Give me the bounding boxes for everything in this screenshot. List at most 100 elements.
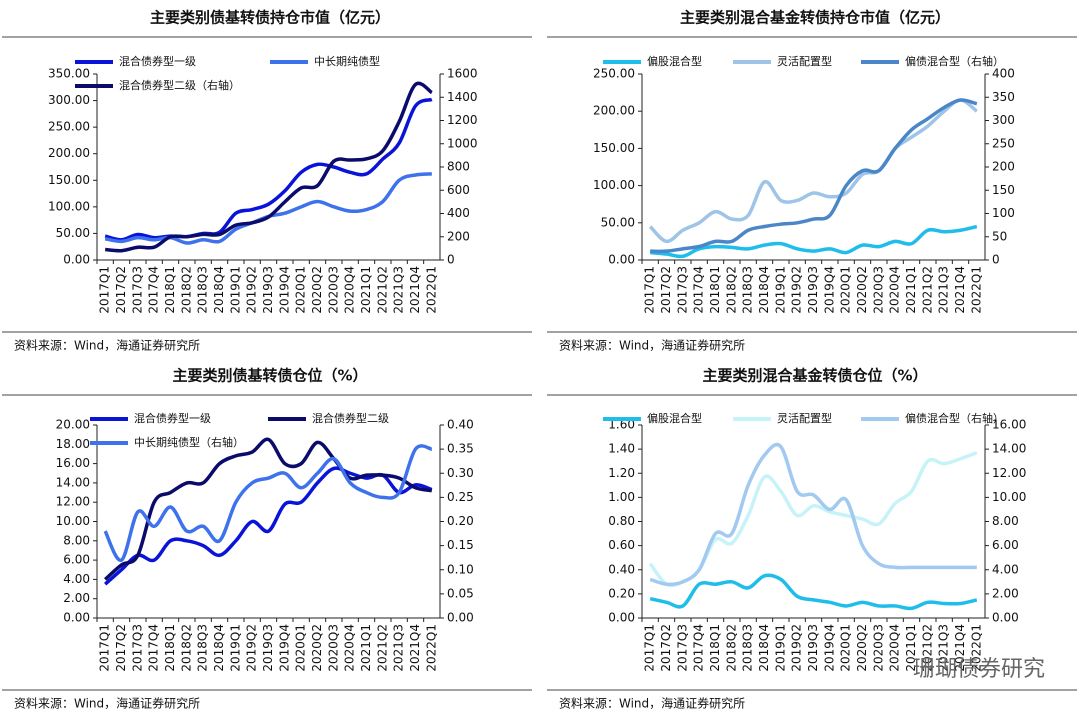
y-tick-label: 600 [447, 183, 470, 197]
watermark: 珊瑚债券研究 [913, 657, 1045, 682]
y-tick-label: 250.00 [593, 67, 635, 81]
x-tick-label: 2019Q3 [261, 266, 275, 314]
y-tick-label: 0.80 [608, 514, 635, 528]
series-line [648, 451, 978, 588]
y-tick-label: 0.00 [608, 611, 635, 625]
y-tick-label: 0.00 [63, 611, 90, 625]
chart-panel: 主要类别债基转债仓位（%） 资料来源：Wind，海通证券研究所 0.00 2.00 4.… [2, 367, 532, 711]
x-tick-label: 2019Q4 [277, 266, 291, 314]
y-tick-label: 1000 [447, 136, 478, 150]
x-tick-label: 2019Q2 [245, 266, 259, 314]
x-tick-label: 2017Q2 [114, 266, 128, 314]
x-tick-label: 2018Q4 [212, 266, 226, 314]
x-tick-label: 2020Q1 [294, 266, 308, 314]
x-tick-label: 2017Q1 [643, 624, 657, 672]
legend-label: 灵活配置型 [777, 411, 832, 425]
series-line [649, 442, 977, 587]
legend-label: 混合债券型一级 [134, 411, 211, 425]
y-tick-label: 100.00 [48, 199, 90, 213]
y-tick-label: 6.00 [63, 553, 90, 567]
x-tick-label: 2020Q2 [310, 624, 324, 672]
y-tick-label: 18.00 [56, 437, 90, 451]
x-tick-label: 2021Q3 [937, 624, 951, 672]
y-tick-label: 100 [992, 206, 1015, 220]
x-tick-label: 2017Q4 [692, 266, 706, 314]
x-tick-label: 2020Q3 [871, 624, 885, 672]
y-tick-label: 16.00 [56, 456, 90, 470]
legend-label: 混合债券型一级 [119, 54, 196, 68]
x-tick-label: 2020Q1 [294, 624, 308, 672]
x-tick-label: 2018Q3 [741, 266, 755, 314]
y-tick-label: 0.15 [447, 538, 474, 552]
x-tick-label: 2018Q2 [724, 624, 738, 672]
x-tick-label: 2021Q1 [904, 266, 918, 314]
x-tick-label: 2018Q1 [163, 624, 177, 672]
x-tick-label: 2020Q3 [326, 624, 340, 672]
x-tick-label: 2019Q1 [773, 624, 787, 672]
x-tick-label: 2017Q3 [675, 624, 689, 672]
y-tick-label: 400 [447, 206, 470, 220]
x-tick-label: 2019Q4 [822, 266, 836, 314]
series-line [650, 224, 978, 259]
y-tick-label: 150.00 [593, 141, 635, 155]
legend-label: 偏债混合型（右轴） [905, 411, 1004, 425]
x-tick-label: 2021Q3 [392, 624, 406, 672]
x-tick-label: 2018Q1 [163, 266, 177, 314]
source-note: 资料来源：Wind，海通证券研究所 [559, 338, 745, 353]
x-tick-label: 2017Q2 [114, 624, 128, 672]
x-tick-label: 2017Q1 [98, 266, 112, 314]
x-tick-label: 2018Q3 [196, 266, 210, 314]
x-tick-label: 2019Q3 [261, 624, 275, 672]
x-tick-label: 2022Q1 [969, 266, 983, 314]
series-line [103, 437, 433, 581]
y-tick-label: 250.00 [48, 120, 90, 134]
x-tick-label: 2017Q3 [130, 624, 144, 672]
x-tick-label: 2017Q2 [659, 624, 673, 672]
y-tick-label: 8.00 [63, 533, 90, 547]
y-tick-label: 0.20 [608, 586, 635, 600]
y-tick-label: 1.40 [608, 442, 635, 456]
x-tick-label: 2018Q4 [757, 266, 771, 314]
y-tick-label: 1400 [447, 90, 478, 104]
chart-panel: 主要类别混合基金转债持仓市值（亿元） 资料来源：Wind，海通证券研究所 0.00 5… [547, 9, 1077, 353]
source-note: 资料来源：Wind，海通证券研究所 [559, 696, 745, 711]
x-tick-label: 2020Q1 [839, 266, 853, 314]
legend-label: 中长期纯债型 [314, 54, 380, 68]
y-tick-label: 4.00 [992, 562, 1019, 576]
y-tick-label: 10.00 [56, 514, 90, 528]
y-tick-label: 0.00 [63, 253, 90, 267]
x-tick-label: 2021Q1 [359, 624, 373, 672]
y-tick-label: 14.00 [992, 442, 1026, 456]
y-tick-label: 150 [992, 183, 1015, 197]
x-tick-label: 2018Q2 [724, 266, 738, 314]
x-tick-label: 2019Q4 [277, 624, 291, 672]
chart-title: 主要类别混合基金转债持仓市值（亿元） [680, 9, 950, 27]
y-tick-label: 350.00 [48, 67, 90, 81]
y-tick-label: 14.00 [56, 475, 90, 489]
y-tick-label: 4.00 [63, 572, 90, 586]
y-tick-label: 800 [447, 160, 470, 174]
y-tick-label: 2.00 [992, 586, 1019, 600]
y-tick-label: 0.10 [447, 562, 474, 576]
x-tick-label: 2020Q1 [839, 624, 853, 672]
x-tick-label: 2019Q3 [806, 266, 820, 314]
x-tick-label: 2019Q2 [790, 266, 804, 314]
x-tick-label: 2020Q4 [343, 624, 357, 672]
x-tick-label: 2021Q1 [904, 624, 918, 672]
x-tick-label: 2019Q2 [245, 624, 259, 672]
x-tick-label: 2020Q2 [855, 266, 869, 314]
x-tick-label: 2021Q4 [408, 266, 422, 314]
y-tick-label: 0.40 [447, 418, 474, 432]
x-tick-label: 2019Q1 [228, 624, 242, 672]
y-tick-label: 0.20 [447, 514, 474, 528]
legend-label: 混合债券型二级 [312, 411, 389, 425]
y-tick-label: 400 [992, 67, 1015, 81]
y-tick-label: 200.00 [593, 104, 635, 118]
x-tick-label: 2019Q3 [806, 624, 820, 672]
y-tick-label: 0.00 [608, 253, 635, 267]
y-tick-label: 12.00 [56, 495, 90, 509]
series-line [649, 573, 978, 611]
x-tick-label: 2020Q4 [343, 266, 357, 314]
y-tick-label: 100.00 [593, 178, 635, 192]
